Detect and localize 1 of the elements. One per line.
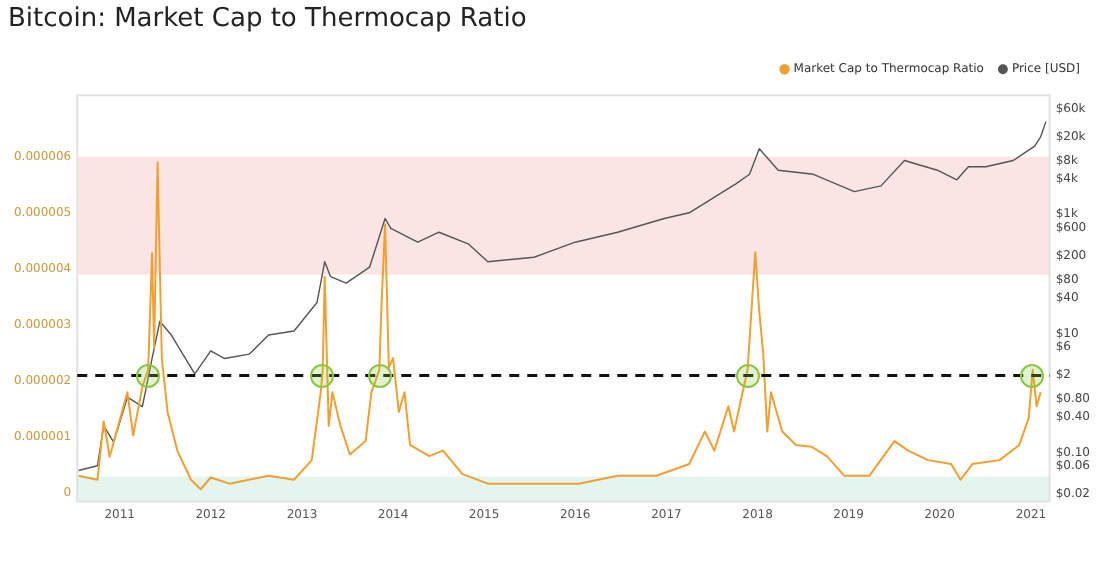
chart-title: Bitcoin: Market Cap to Thermocap Ratio	[8, 4, 527, 35]
